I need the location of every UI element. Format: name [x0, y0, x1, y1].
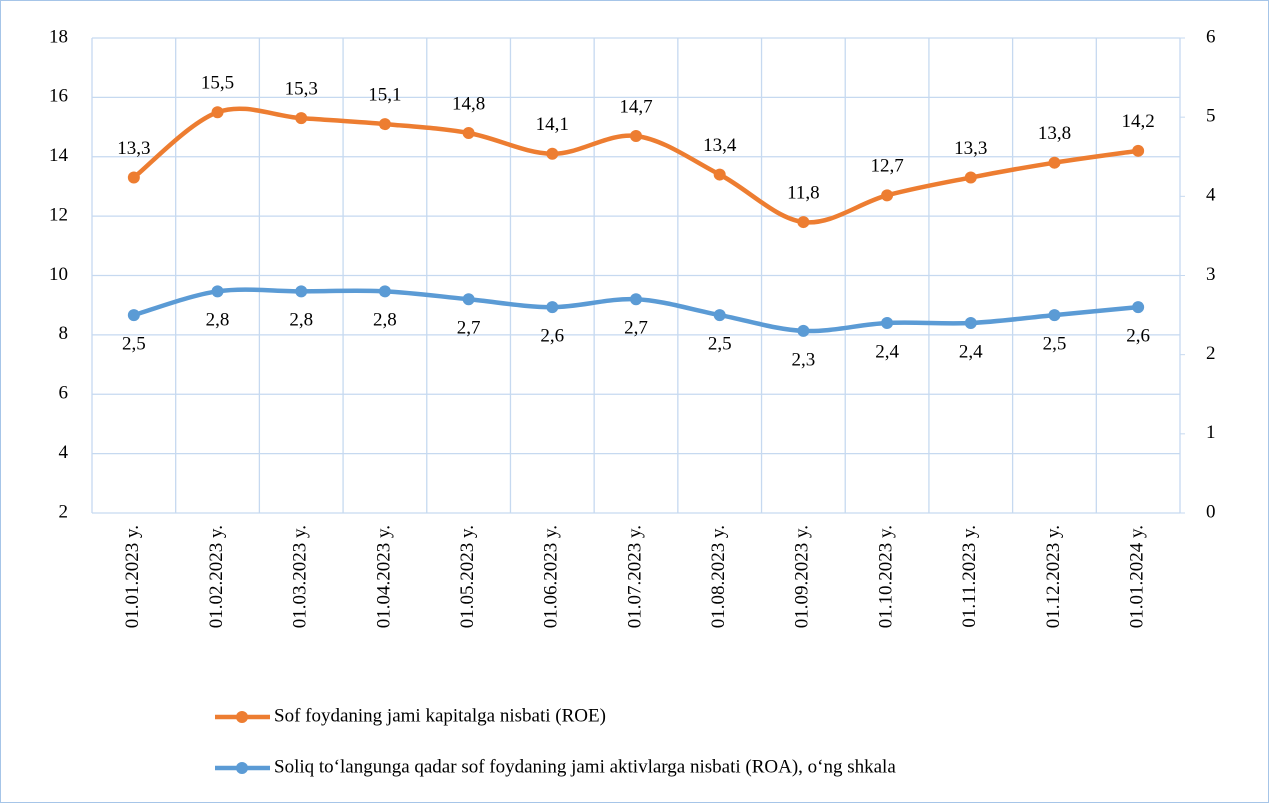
- point: [462, 127, 475, 139]
- data-label: 2,8: [206, 310, 230, 331]
- data-label: 13,4: [703, 135, 737, 156]
- point: [1132, 301, 1145, 314]
- y2-tick-label: 3: [1206, 264, 1216, 285]
- data-label: 12,7: [870, 156, 903, 177]
- y-tick-label: 4: [59, 442, 69, 463]
- y-tick-label: 2: [59, 501, 69, 522]
- data-label: 2,5: [122, 333, 146, 354]
- point: [211, 106, 224, 119]
- data-label: 13,8: [1038, 123, 1071, 144]
- data-label: 13,3: [954, 138, 987, 159]
- legend-marker: [236, 762, 248, 774]
- point: [713, 309, 726, 322]
- y-tick-label: 16: [49, 86, 68, 107]
- point: [713, 168, 726, 181]
- y2-tick-label: 6: [1206, 26, 1216, 47]
- point: [881, 189, 894, 202]
- data-label: 15,3: [285, 79, 318, 100]
- point: [797, 324, 810, 337]
- data-label: 13,3: [117, 138, 150, 159]
- data-label: 2,6: [540, 326, 564, 347]
- point: [964, 317, 977, 329]
- point: [881, 317, 894, 329]
- x-tick-label: 01.07.2023 y.: [624, 525, 645, 628]
- x-tick-label: 01.12.2023 y.: [1043, 525, 1064, 628]
- data-label: 2,5: [1043, 333, 1067, 354]
- point: [127, 171, 140, 184]
- x-tick-label: 01.09.2023 y.: [792, 525, 813, 628]
- point: [630, 129, 642, 142]
- data-label: 2,5: [708, 333, 732, 354]
- y2-tick-label: 0: [1206, 501, 1216, 522]
- x-tick-label: 01.01.2023 y.: [122, 525, 143, 628]
- x-tick-label: 01.01.2024 y.: [1127, 525, 1148, 628]
- point: [295, 285, 308, 298]
- data-label: 14,8: [452, 93, 485, 114]
- data-label: 14,7: [619, 96, 652, 117]
- legend-marker: [236, 711, 248, 723]
- point: [546, 147, 559, 160]
- data-label: 2,8: [289, 310, 313, 331]
- x-tick-label: 01.11.2023 y.: [959, 525, 980, 628]
- point: [1132, 144, 1145, 157]
- y-tick-label: 6: [59, 383, 69, 404]
- y-tick-label: 12: [49, 204, 68, 225]
- data-label: 2,7: [624, 318, 648, 339]
- y-tick-label: 8: [59, 323, 69, 344]
- y-tick-label: 14: [49, 145, 69, 166]
- point: [462, 293, 475, 306]
- legend-label: Sof foydaning jami kapitalga nisbati (RO…: [274, 705, 606, 726]
- y2-tick-label: 4: [1206, 185, 1216, 206]
- point: [378, 285, 391, 298]
- data-label: 2,3: [792, 349, 816, 370]
- x-tick-label: 01.06.2023 y.: [541, 525, 562, 628]
- point: [127, 309, 140, 322]
- data-label: 2,4: [959, 341, 983, 362]
- point: [1048, 309, 1061, 322]
- data-label: 15,5: [201, 73, 234, 94]
- data-label: 14,2: [1122, 111, 1155, 132]
- x-tick-label: 01.03.2023 y.: [290, 525, 311, 628]
- data-label: 15,1: [368, 84, 401, 105]
- data-label: 2,4: [875, 341, 899, 362]
- x-tick-label: 01.10.2023 y.: [875, 525, 896, 628]
- point: [378, 118, 391, 131]
- data-label: 11,8: [787, 182, 820, 203]
- y-tick-label: 10: [49, 264, 68, 285]
- point: [964, 171, 977, 184]
- point: [1048, 156, 1061, 169]
- y2-tick-label: 2: [1206, 343, 1216, 364]
- point: [546, 301, 559, 314]
- point: [295, 112, 308, 125]
- data-label: 2,6: [1126, 326, 1150, 347]
- data-label: 2,8: [373, 310, 397, 331]
- point: [630, 293, 642, 306]
- point: [797, 216, 810, 229]
- legend-label: Soliq to‘langunga qadar sof foydaning ja…: [274, 756, 896, 777]
- data-label: 2,7: [457, 318, 481, 339]
- y2-tick-label: 5: [1206, 106, 1216, 127]
- x-tick-label: 01.05.2023 y.: [457, 525, 478, 628]
- point: [211, 285, 224, 298]
- y2-tick-label: 1: [1206, 422, 1216, 443]
- data-label: 14,1: [536, 114, 569, 135]
- x-tick-label: 01.02.2023 y.: [206, 525, 227, 628]
- y-tick-label: 18: [49, 26, 68, 47]
- x-tick-label: 01.04.2023 y.: [373, 525, 394, 628]
- x-tick-label: 01.08.2023 y.: [708, 525, 729, 628]
